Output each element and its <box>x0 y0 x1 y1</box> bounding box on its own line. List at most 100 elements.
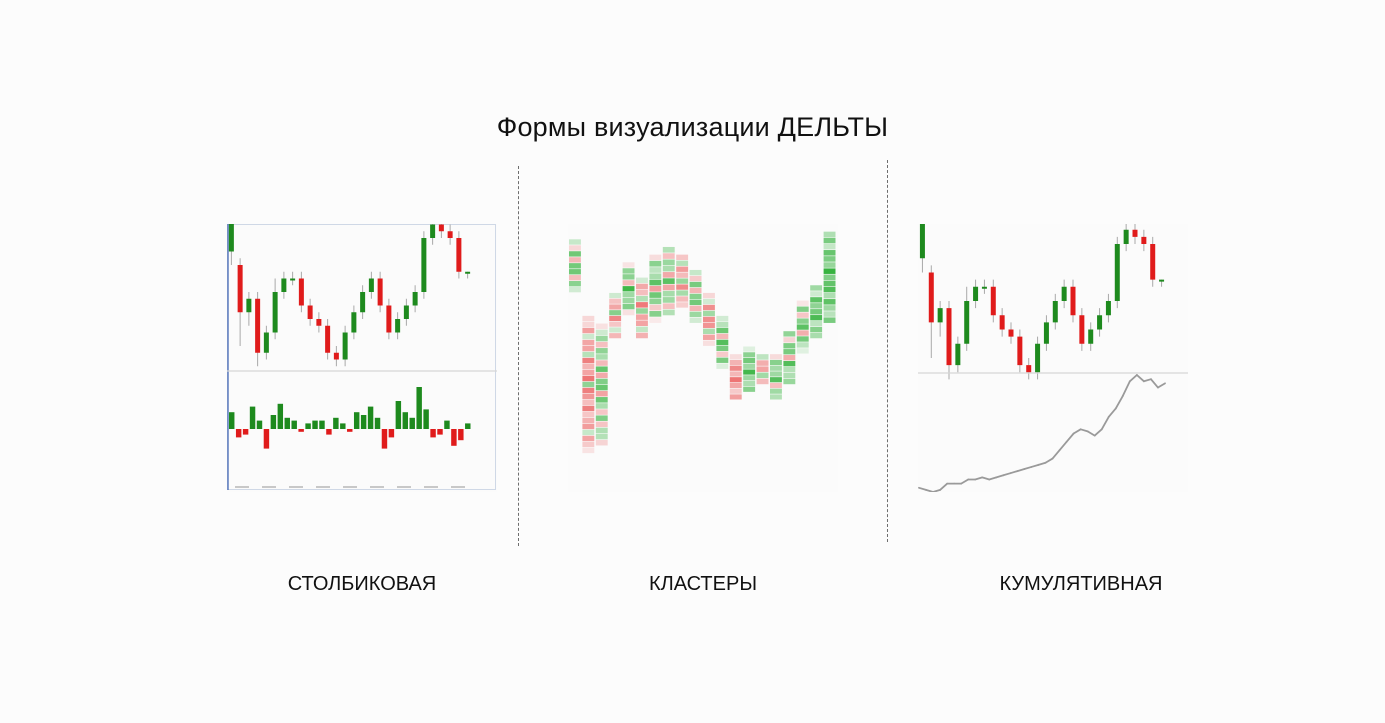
cluster-cell <box>662 246 675 253</box>
candle-body <box>403 305 409 319</box>
cluster-cell <box>689 305 702 312</box>
candle-body <box>325 325 331 353</box>
cluster-cell <box>649 279 662 286</box>
cluster-cell <box>743 363 756 369</box>
cluster-cell <box>796 324 809 330</box>
candle-body <box>981 286 987 289</box>
cluster-cell <box>743 375 756 381</box>
cluster-cell <box>622 298 635 304</box>
cluster-cell <box>622 280 635 286</box>
cumulative-delta-segment <box>1135 374 1145 383</box>
cluster-cell <box>770 365 782 371</box>
cumulative-delta-segment <box>918 486 927 491</box>
candle-body <box>351 312 357 333</box>
delta-bar <box>235 429 242 438</box>
delta-bar <box>270 415 277 429</box>
cumulative-delta-segment <box>1058 440 1068 452</box>
cumulative-delta-segment <box>1051 449 1061 460</box>
cumulative-delta-segment <box>1023 466 1033 470</box>
cumulative-delta-segment <box>988 476 998 481</box>
cluster-cell <box>743 358 756 364</box>
cluster-cell <box>582 387 595 394</box>
cluster-cell <box>783 337 796 343</box>
delta-bar <box>388 429 395 438</box>
cluster-cell <box>689 299 702 306</box>
cluster-cell <box>823 256 836 262</box>
cumulative-delta-segment <box>939 482 949 491</box>
delta-bar <box>451 429 457 446</box>
cluster-cell <box>636 295 648 302</box>
cluster-cell <box>703 328 715 335</box>
cluster-cell <box>595 397 608 403</box>
candle-body <box>281 278 287 292</box>
candle-body <box>1052 301 1058 323</box>
cluster-cell <box>582 315 595 322</box>
cluster-cell <box>676 272 689 278</box>
cluster-cell <box>636 277 648 284</box>
candle-body <box>228 224 234 252</box>
cluster-cell <box>609 292 622 299</box>
cluster-cell <box>810 332 823 339</box>
cluster-cell <box>662 297 675 303</box>
cluster-cell <box>595 421 608 428</box>
cluster-cell <box>716 333 729 340</box>
candle-body <box>395 319 401 333</box>
cluster-cell <box>689 275 702 282</box>
dashed-divider-right <box>887 160 888 542</box>
delta-bar <box>242 429 249 435</box>
candle-body <box>290 278 296 281</box>
cluster-cell <box>796 336 809 342</box>
cumulative-delta-segment <box>1128 374 1138 383</box>
cumulative-delta-segment <box>1072 428 1082 435</box>
cluster-cell <box>649 254 662 261</box>
cumulative-delta-segment <box>1037 461 1047 466</box>
cluster-cell <box>582 339 595 346</box>
candle-body <box>1070 286 1076 316</box>
cluster-cell <box>703 292 715 299</box>
cluster-cell <box>662 272 675 278</box>
cluster-cell <box>703 316 715 323</box>
cluster-cell <box>582 321 595 328</box>
cluster-cell <box>823 317 836 323</box>
candle-body <box>990 286 996 316</box>
delta-bar <box>298 429 304 432</box>
cluster-cell <box>649 304 662 311</box>
cluster-cell <box>622 286 635 292</box>
cluster-cell <box>703 304 715 311</box>
delta-bar <box>402 412 409 429</box>
cumulative-delta-segment <box>981 476 991 481</box>
candle-body <box>412 292 418 306</box>
cluster-cell <box>716 363 729 369</box>
cluster-cell <box>582 363 595 370</box>
cluster-cell <box>689 287 702 294</box>
cluster-cell <box>823 250 836 256</box>
cluster-cell <box>649 311 662 317</box>
cluster-cell <box>756 378 769 385</box>
cluster-cell <box>662 265 675 272</box>
cluster-cell <box>823 299 836 305</box>
cluster-cell <box>582 345 595 352</box>
delta-bar <box>444 420 450 429</box>
chart-background <box>918 224 1188 492</box>
cluster-cell <box>609 333 622 339</box>
delta-bar <box>360 415 367 429</box>
cluster-cell <box>609 321 622 327</box>
cumulative-delta-segment <box>974 476 984 481</box>
delta-bar <box>291 420 297 429</box>
candle-body <box>360 292 366 313</box>
cluster-cell <box>823 268 836 274</box>
cluster-cell <box>582 375 595 382</box>
cluster-cell <box>676 290 689 296</box>
delta-bar <box>333 417 339 429</box>
cluster-cell <box>783 331 796 337</box>
cluster-cell <box>569 286 581 293</box>
cumulative-delta-segment <box>1157 382 1166 389</box>
candle-body <box>430 224 436 238</box>
cluster-cell <box>743 346 756 352</box>
delta-bar <box>326 429 332 435</box>
delta-bar <box>277 403 284 429</box>
cluster-cell <box>609 315 622 322</box>
cluster-cell <box>770 394 782 400</box>
cluster-cell <box>609 304 622 310</box>
candle-body <box>1150 244 1156 280</box>
